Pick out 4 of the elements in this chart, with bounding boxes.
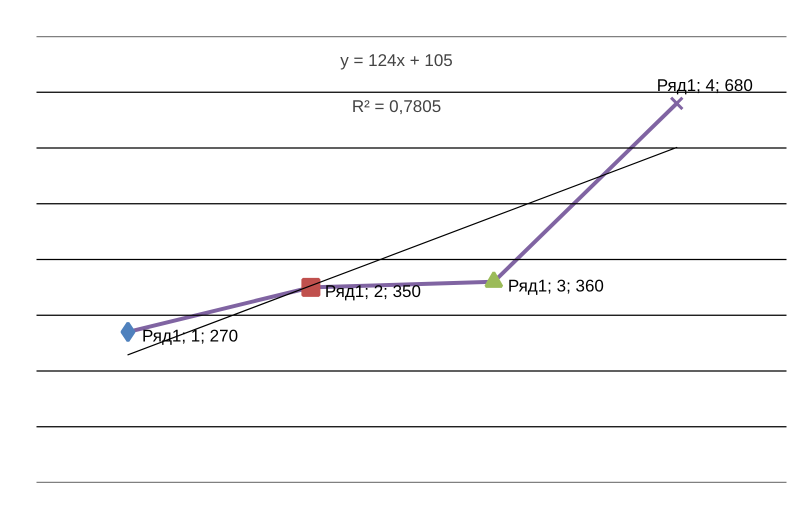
data-label: Ряд1; 3; 360: [508, 276, 604, 296]
data-label: Ряд1; 4; 680: [656, 76, 753, 95]
annotation: y = 124x + 105: [340, 51, 453, 70]
annotation: R² = 0,7805: [352, 97, 442, 116]
